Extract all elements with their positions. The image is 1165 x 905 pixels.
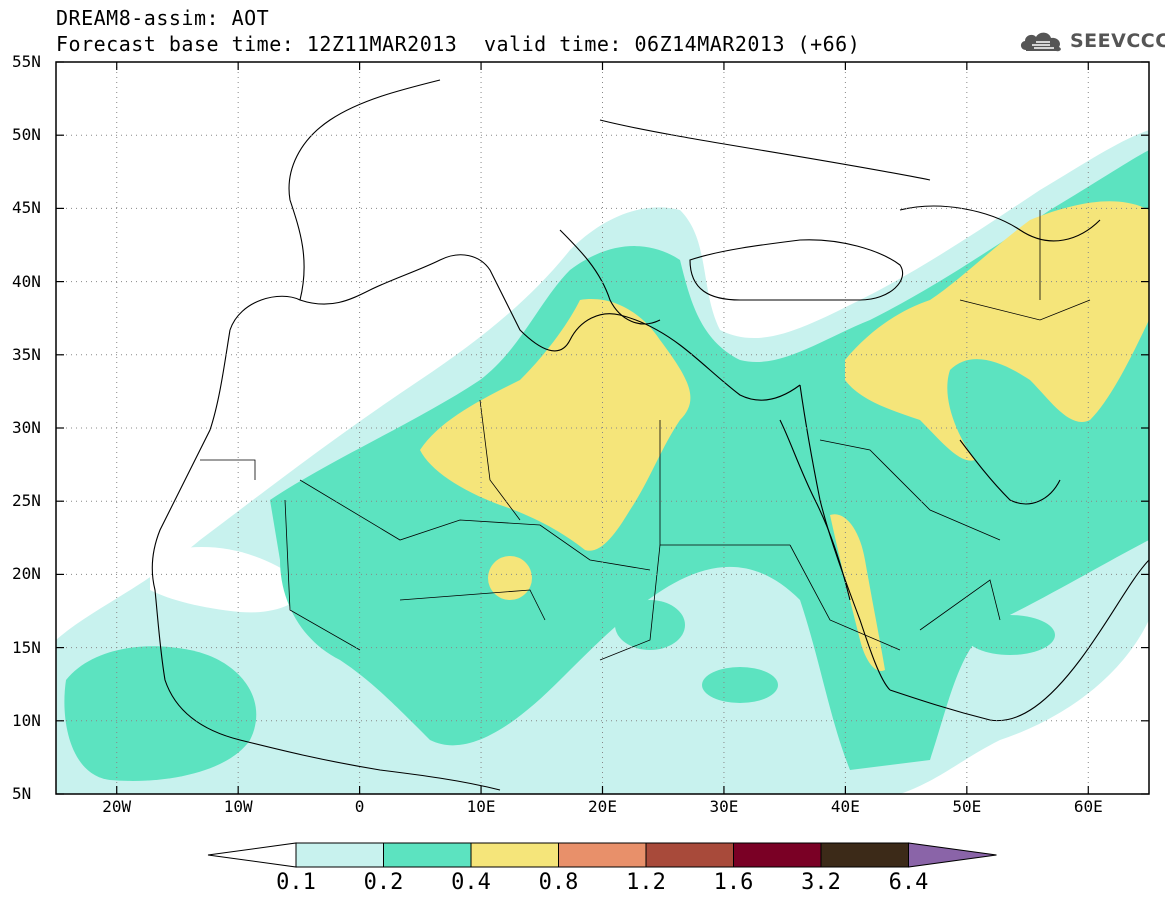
colorbar-box bbox=[558, 842, 647, 868]
colorbar-level-label: 0.8 bbox=[538, 870, 579, 895]
lat-tick-label: 20N bbox=[12, 564, 41, 584]
colorbar-level-label: 3.2 bbox=[801, 870, 841, 895]
cloud-icon bbox=[1020, 32, 1061, 52]
aot-blob-sudan bbox=[702, 667, 778, 703]
logo-text: SEEVCCC bbox=[1070, 30, 1165, 52]
lat-tick-label: 25N bbox=[12, 491, 41, 511]
lat-tick-label: 35N bbox=[12, 344, 41, 364]
chart-title: DREAM8-assim: AOT bbox=[56, 6, 270, 30]
colorbar-level-label: 6.4 bbox=[888, 870, 929, 895]
lon-tick-label: 20E bbox=[588, 797, 617, 816]
lon-tick-label: 60E bbox=[1073, 797, 1103, 816]
lat-tick-label: 45N bbox=[12, 198, 41, 218]
lat-tick-label: 55N bbox=[12, 52, 41, 71]
colorbar-box bbox=[820, 842, 909, 868]
colorbar-level-label: 0.4 bbox=[451, 870, 491, 895]
lat-tick-label: 10N bbox=[12, 710, 41, 730]
lon-tick-label: 50E bbox=[952, 797, 982, 816]
country-borders bbox=[200, 210, 1091, 661]
aot-contour-0.4-libya bbox=[420, 299, 691, 551]
colorbar-level-label: 0.1 bbox=[276, 870, 316, 895]
lat-tick-label: 50N bbox=[12, 125, 41, 145]
colorbar-level-label: 1.6 bbox=[713, 870, 754, 895]
valid-time: valid time: 06Z14MAR2013 (+66) bbox=[484, 32, 861, 56]
colorbar-box bbox=[733, 842, 822, 868]
lon-tick-label: 40E bbox=[830, 797, 860, 816]
colorbar-box bbox=[470, 842, 559, 868]
lon-tick-label: 10E bbox=[466, 797, 496, 816]
aot-blob-yemen bbox=[965, 615, 1055, 655]
aot-blob-guinea bbox=[64, 646, 257, 781]
aot-blob-niger bbox=[488, 556, 532, 600]
graticule bbox=[56, 62, 1149, 794]
lat-tick-label: 5N bbox=[12, 784, 32, 803]
aot-gap-west-africa bbox=[150, 547, 302, 613]
axis-ticks bbox=[56, 61, 1149, 795]
lon-tick-label: 0 bbox=[354, 797, 365, 816]
colorbar-box bbox=[645, 842, 734, 868]
aot-contour-0.4-middle-east bbox=[845, 201, 1149, 461]
colorbar-level-label: 0.2 bbox=[363, 870, 404, 895]
lat-tick-label: 15N bbox=[12, 637, 41, 657]
seevccc-logo: SEEVCCC bbox=[1018, 28, 1165, 54]
colorbar-arrow-high bbox=[908, 842, 997, 868]
colorbar-box bbox=[295, 842, 384, 868]
forecast-base-time: Forecast base time: 12Z11MAR2013 bbox=[56, 32, 458, 56]
lon-tick-label: 30E bbox=[709, 797, 739, 816]
aot-blob-chad bbox=[615, 600, 685, 650]
colorbar-box bbox=[383, 842, 472, 868]
colorbar-level-label: 1.2 bbox=[626, 870, 666, 895]
lat-tick-label: 40N bbox=[12, 271, 41, 291]
coastlines bbox=[151, 79, 1149, 791]
colorbar-arrow-low bbox=[207, 842, 297, 868]
aot-contour-0.4-red-sea bbox=[830, 514, 885, 671]
lon-tick-label: 20W bbox=[102, 797, 132, 816]
lon-tick-label: 10W bbox=[223, 797, 253, 816]
lat-tick-label: 30N bbox=[12, 418, 41, 437]
